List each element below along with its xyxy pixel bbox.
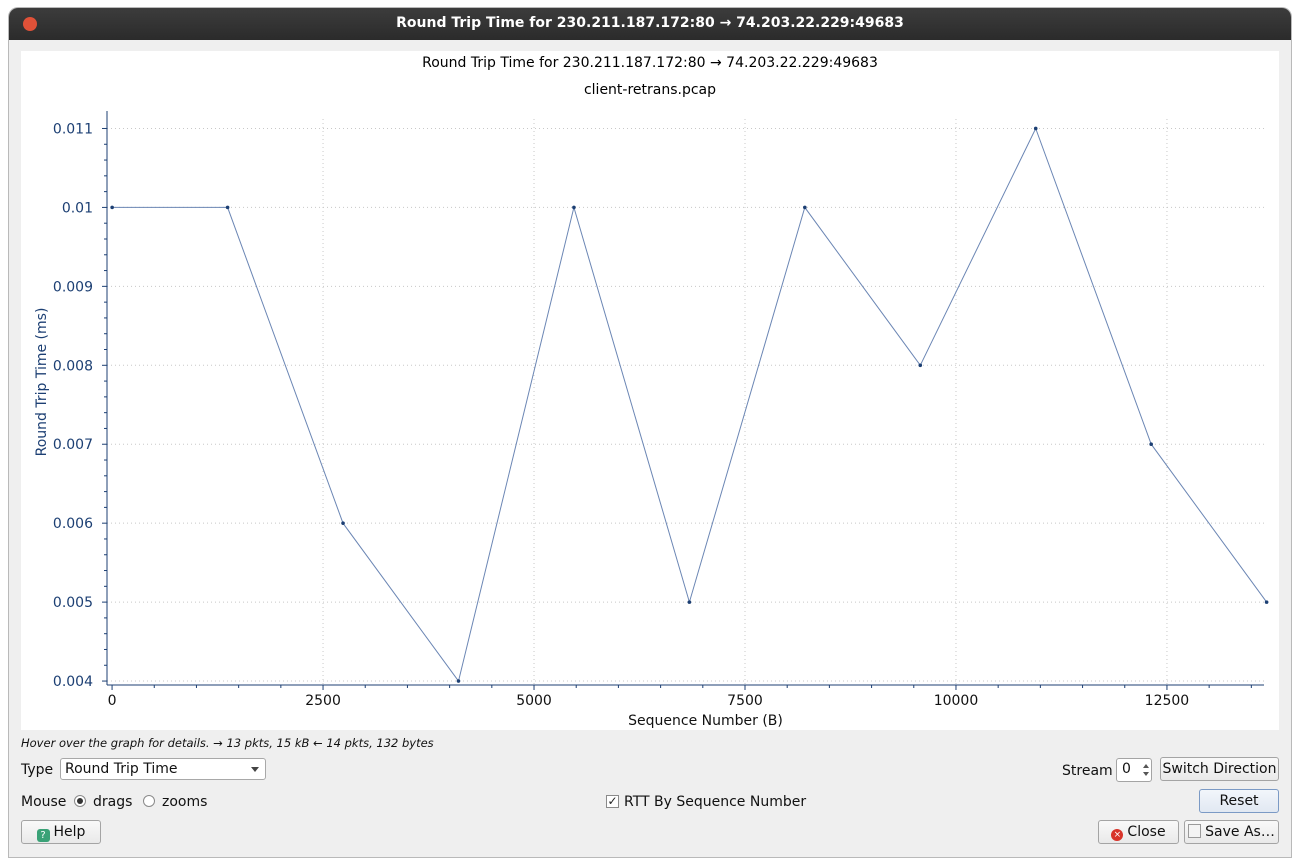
x-tick-label: 2500 <box>305 693 341 709</box>
plot-subtitle: client-retrans.pcap <box>583 82 717 98</box>
y-tick-label: 0.006 <box>53 516 93 532</box>
x-tick-label: 0 <box>108 693 117 709</box>
y-tick-label: 0.005 <box>53 595 93 611</box>
rtt-data-point <box>803 205 807 210</box>
drags-label[interactable]: drags <box>93 794 133 810</box>
rtt-data-point <box>1033 126 1038 131</box>
rtt-data-point <box>341 521 345 525</box>
close-button[interactable]: × Close <box>1098 820 1179 844</box>
window-title: Round Trip Time for 230.211.187.172:80 →… <box>396 15 904 31</box>
zooms-radio[interactable] <box>143 795 155 807</box>
chevron-down-icon <box>251 767 259 772</box>
rtt-data-point <box>110 205 114 210</box>
save-as-button[interactable]: Save As… <box>1184 820 1279 844</box>
y-tick-label: 0.009 <box>53 279 93 295</box>
close-label: Close <box>1127 824 1166 840</box>
type-label: Type <box>21 762 54 778</box>
x-tick-label: 5000 <box>516 693 552 709</box>
reset-button[interactable]: Reset <box>1199 789 1279 813</box>
rtt-dialog-window: Round Trip Time for 230.211.187.172:80 →… <box>9 8 1291 857</box>
rtt-by-seq-label[interactable]: RTT By Sequence Number <box>624 794 807 810</box>
x-tick-label: 10000 <box>934 693 979 709</box>
rtt-series-line <box>112 127 1268 683</box>
rtt-data-point <box>225 205 230 210</box>
rtt-data-point <box>918 363 923 368</box>
type-select-value: Round Trip Time <box>65 761 178 777</box>
rtt-data-point <box>456 679 461 683</box>
rtt-by-seq-checkbox[interactable]: ✓ <box>606 794 619 808</box>
switch-direction-button[interactable]: Switch Direction <box>1160 757 1279 781</box>
close-circle-icon: × <box>1111 829 1124 841</box>
title-bar[interactable]: Round Trip Time for 230.211.187.172:80 →… <box>9 8 1291 40</box>
y-tick-label: 0.011 <box>53 121 93 137</box>
rtt-data-point <box>1149 442 1153 447</box>
x-tick-label: 7500 <box>727 693 763 709</box>
stream-label: Stream <box>1062 763 1113 779</box>
type-select[interactable]: Round Trip Time <box>60 758 266 780</box>
stream-spinbox[interactable]: 0 <box>1116 758 1152 782</box>
rtt-chart[interactable]: 0 2500 5000 7500 10000 12500 0.004 0.005 0.006 0.… <box>21 51 1279 730</box>
zooms-label[interactable]: zooms <box>162 794 208 810</box>
save-as-label: Save As… <box>1205 824 1275 840</box>
stream-value: 0 <box>1122 761 1131 777</box>
y-axis-label: Round Trip Time (ms) <box>34 308 50 457</box>
spin-up-icon[interactable] <box>1143 764 1149 768</box>
x-tick-label: 12500 <box>1145 693 1190 709</box>
hover-hint: Hover over the graph for details. → 13 p… <box>21 736 434 750</box>
help-button[interactable]: ? Help <box>21 820 101 844</box>
mouse-label: Mouse <box>21 794 67 810</box>
spin-down-icon[interactable] <box>1143 772 1149 776</box>
rtt-data-point <box>572 205 576 210</box>
y-tick-label: 0.004 <box>53 674 93 690</box>
drags-radio[interactable] <box>74 795 86 807</box>
save-icon <box>1188 824 1202 838</box>
plot-title: Round Trip Time for 230.211.187.172:80 →… <box>422 55 878 71</box>
rtt-data-point <box>1264 600 1269 604</box>
help-label: Help <box>53 824 86 840</box>
rtt-data-point <box>687 600 692 604</box>
x-axis-label: Sequence Number (B) <box>628 713 783 729</box>
window-close-icon[interactable] <box>23 17 37 31</box>
y-tick-label: 0.01 <box>62 200 93 216</box>
plot-area[interactable]: Round Trip Time for 230.211.187.172:80 →… <box>21 51 1279 730</box>
y-tick-label: 0.008 <box>53 358 93 374</box>
help-icon: ? <box>36 829 50 842</box>
y-tick-label: 0.007 <box>53 437 93 453</box>
